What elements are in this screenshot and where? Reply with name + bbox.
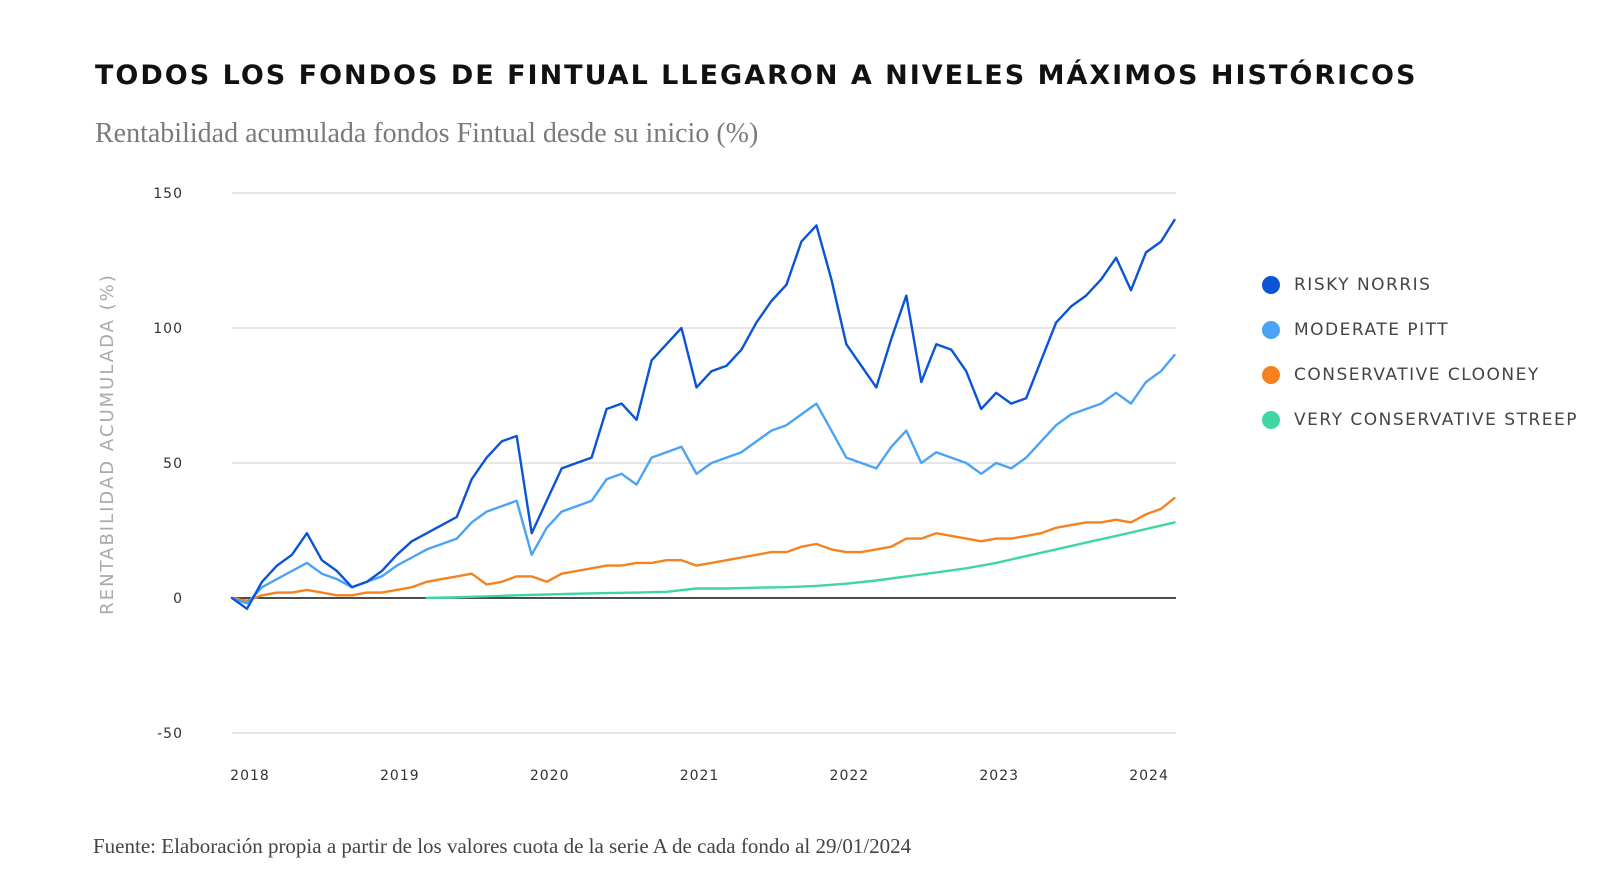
legend-item-risky-norris: RISKY NORRIS xyxy=(1262,273,1578,297)
series-line-very-conservative-streep xyxy=(425,521,1176,600)
legend-label: VERY CONSERVATIVE STREEP xyxy=(1294,410,1579,430)
legend-item-moderate-pitt: MODERATE PITT xyxy=(1262,318,1578,342)
series-line-moderate-pitt xyxy=(230,353,1176,605)
series-line-risky-norris xyxy=(230,218,1176,610)
series-lines xyxy=(230,218,1176,610)
legend-item-very-conservative-streep: VERY CONSERVATIVE STREEP xyxy=(1262,408,1578,432)
y-axis-ticks: -50 0 50 100 150 xyxy=(153,186,183,742)
x-tick-label: 2021 xyxy=(680,768,720,784)
x-tick-label: 2018 xyxy=(230,768,270,784)
legend-dot xyxy=(1262,276,1280,294)
legend-dot xyxy=(1262,366,1280,384)
x-tick-label: 2023 xyxy=(979,768,1019,784)
source-note: Fuente: Elaboración propia a partir de l… xyxy=(93,834,912,858)
legend-item-conservative-clooney: CONSERVATIVE CLOONEY xyxy=(1262,363,1578,387)
legend-dot xyxy=(1262,411,1280,429)
y-tick-label: 50 xyxy=(163,456,183,472)
series-line-conservative-clooney xyxy=(230,496,1176,602)
x-tick-label: 2020 xyxy=(530,768,570,784)
legend-label: CONSERVATIVE CLOONEY xyxy=(1294,365,1540,385)
y-tick-label: -50 xyxy=(157,726,183,742)
y-tick-label: 100 xyxy=(153,321,183,337)
chart-subtitle: Rentabilidad acumulada fondos Fintual de… xyxy=(95,118,759,149)
x-tick-label: 2022 xyxy=(830,768,870,784)
legend-label: RISKY NORRIS xyxy=(1294,275,1432,295)
grid-lines xyxy=(232,192,1176,734)
chart-title: TODOS LOS FONDOS DE FINTUAL LLEGARON A N… xyxy=(95,60,1418,91)
x-axis-ticks: 2018 2019 2020 2021 2022 2023 2024 xyxy=(230,768,1169,784)
y-axis-label: RENTABILIDAD ACUMULADA (%) xyxy=(97,273,118,615)
y-tick-label: 150 xyxy=(153,186,183,202)
x-tick-label: 2024 xyxy=(1129,768,1169,784)
x-tick-label: 2019 xyxy=(380,768,420,784)
legend: RISKY NORRIS MODERATE PITT CONSERVATIVE … xyxy=(1262,273,1578,453)
y-tick-label: 0 xyxy=(173,591,183,607)
legend-dot xyxy=(1262,321,1280,339)
legend-label: MODERATE PITT xyxy=(1294,320,1450,340)
